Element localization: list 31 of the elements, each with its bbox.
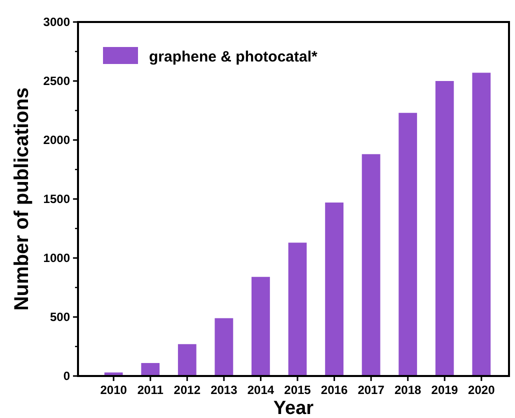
y-tick-label: 1000 (43, 251, 70, 266)
bar (141, 363, 160, 376)
x-tick-label: 2016 (320, 383, 348, 397)
y-tick-label: 0 (63, 369, 70, 384)
bar (214, 318, 234, 376)
x-tick-label: 2011 (137, 383, 164, 397)
y-tick-label: 3000 (43, 15, 70, 30)
y-tick-label: 2000 (43, 133, 70, 148)
y-axis-title: Number of publications (11, 87, 33, 311)
x-tick-label: 2013 (210, 383, 238, 397)
x-tick-label: 2019 (431, 383, 458, 397)
bar (472, 72, 491, 376)
bar (362, 154, 380, 376)
bar (252, 276, 270, 376)
y-tick-label: 2500 (43, 74, 70, 88)
x-tick-label: 2018 (394, 383, 422, 397)
bar (288, 242, 307, 376)
x-tick-label: 2015 (284, 383, 312, 397)
x-tick-label: 2020 (468, 383, 496, 397)
bar (398, 112, 418, 376)
bar (325, 202, 344, 376)
legend-label: graphene & photocatal* (149, 48, 318, 66)
x-axis-title: Year (273, 398, 314, 418)
x-tick-label: 2010 (100, 383, 128, 397)
bar (178, 344, 196, 376)
x-tick-label: 2012 (174, 383, 201, 397)
x-tick-label: 2014 (247, 383, 274, 397)
y-tick-label: 1500 (43, 192, 70, 206)
y-tick-label: 500 (50, 310, 70, 324)
x-tick-label: 2017 (358, 383, 385, 397)
bar (435, 81, 454, 376)
